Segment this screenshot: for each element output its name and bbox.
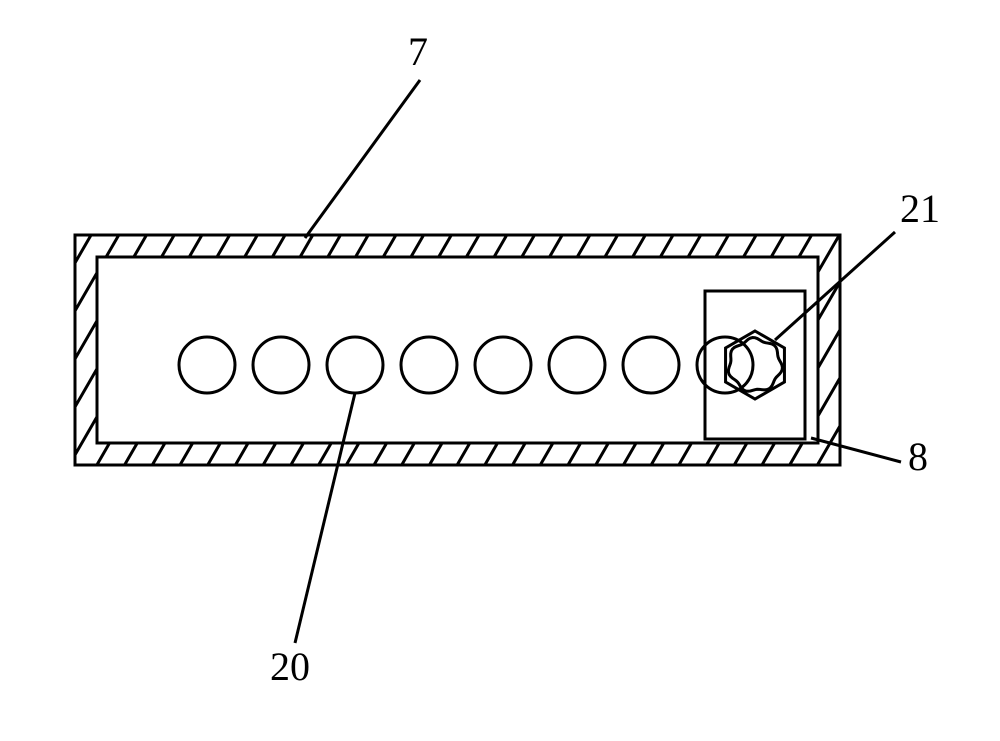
callout-label-21: 21 — [900, 186, 940, 231]
callout-label-7: 7 — [408, 29, 428, 74]
hole-circle — [549, 337, 605, 393]
callout-line-21 — [775, 232, 895, 340]
hole-circle — [401, 337, 457, 393]
callout-line-7 — [305, 80, 420, 238]
slider-block — [705, 291, 805, 439]
callout-line-20 — [295, 393, 355, 643]
callout-label-8: 8 — [908, 434, 928, 479]
hole-circle — [623, 337, 679, 393]
nut-bore — [728, 338, 782, 392]
hole-circle — [253, 337, 309, 393]
hole-circle — [475, 337, 531, 393]
hole-circle — [327, 337, 383, 393]
callout-label-20: 20 — [270, 644, 310, 689]
diagram-canvas: 7 8 20 21 — [0, 0, 1000, 741]
housing-hatch — [0, 0, 1000, 741]
hole-circle — [179, 337, 235, 393]
housing-inner — [97, 257, 818, 443]
